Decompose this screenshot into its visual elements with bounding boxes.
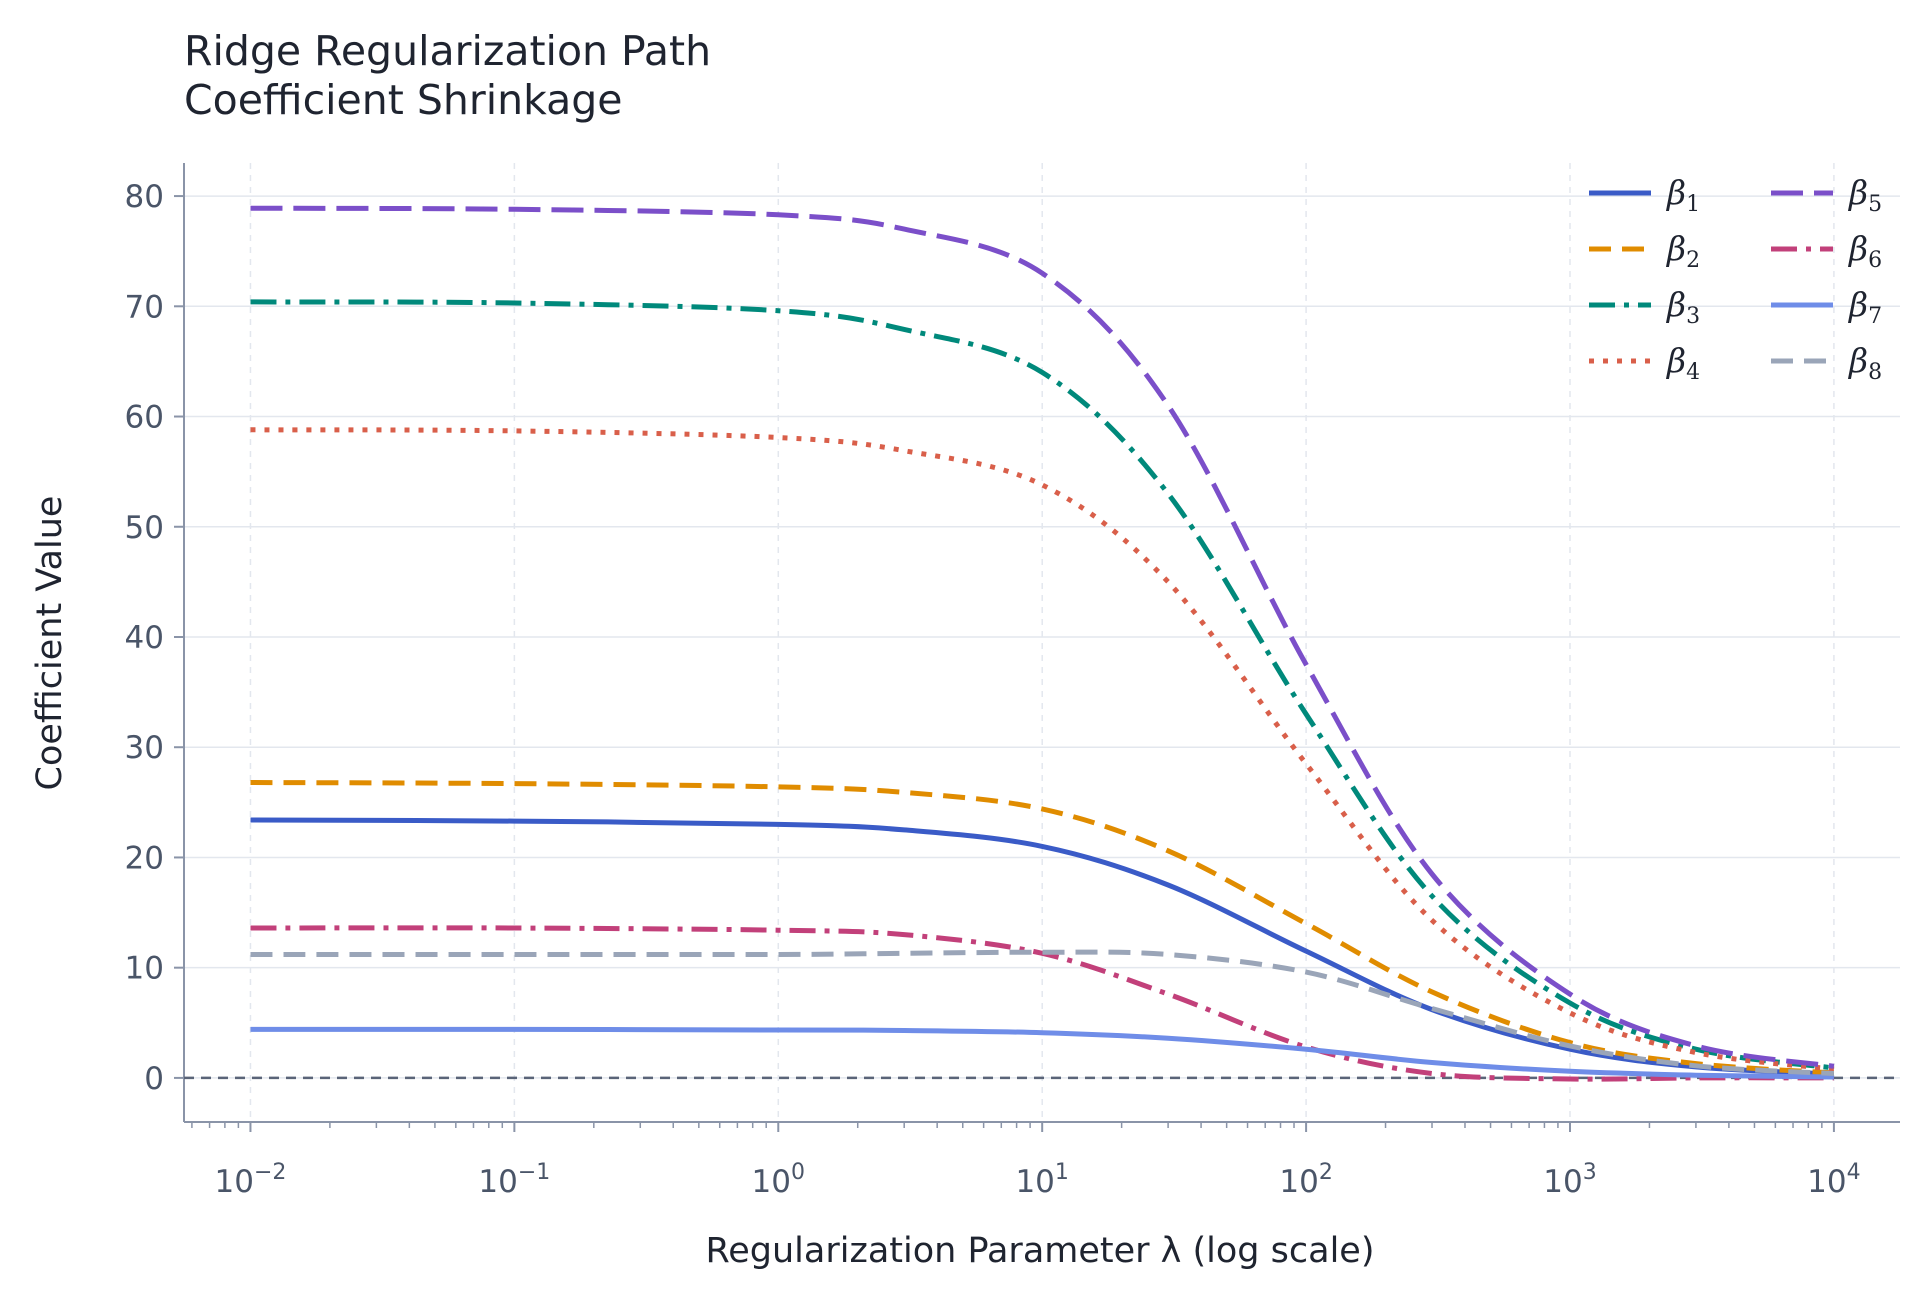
x-tick-label-0: 10−2 [215,1160,287,1200]
y-tick-label-3: 30 [125,730,164,766]
chart-title: Ridge Regularization Path [184,27,711,75]
legend: β1 β2 β3 β4 β5 β6 β7 β8 [1589,173,1882,385]
legend-label-beta-6: β6 [1847,229,1882,273]
x-axis-label: Regularization Parameter λ (log scale) [706,1231,1375,1271]
legend-label-beta-1: β1 [1665,173,1700,217]
y-tick-label-8: 80 [125,179,164,215]
x-tick-label-2: 100 [752,1160,805,1200]
y-tick-label-7: 70 [125,289,164,325]
y-tick-labels: 0 10 20 30 40 50 60 70 80 [125,179,164,1097]
legend-label-beta-4: β4 [1665,341,1700,385]
y-tick-label-0: 0 [144,1061,164,1097]
series-line-beta-6 [250,925,1834,1082]
y-tick-label-5: 50 [125,510,164,546]
legend-label-beta-3: β3 [1665,285,1700,329]
y-tick-label-2: 20 [125,840,164,876]
series-line-beta-8 [250,949,1835,1076]
x-tick-label-1: 10−1 [478,1160,550,1200]
series-lines [250,205,1835,1082]
x-tick-label-6: 104 [1807,1160,1860,1200]
series-line-beta-5 [250,205,1835,1069]
y-tick-label-1: 10 [125,951,164,987]
y-axis-label: Coefficient Value [30,496,70,791]
legend-label-beta-2: β2 [1665,229,1700,273]
legend-label-beta-5: β5 [1847,173,1882,217]
series-line-beta-4 [250,427,1835,1072]
x-tick-labels: 10−2 10−1 100 101 102 103 104 [215,1160,1861,1200]
x-tick-label-4: 102 [1279,1160,1332,1200]
series-line-beta-1 [250,817,1835,1077]
series-line-beta-7 [250,1026,1834,1080]
series-line-beta-2 [250,780,1835,1076]
x-tick-label-3: 101 [1015,1160,1068,1200]
legend-label-beta-8: β8 [1847,341,1882,385]
y-tick-label-4: 40 [125,620,164,656]
legend-label-beta-7: β7 [1847,285,1882,329]
series-line-beta-3 [250,299,1835,1071]
chart-subtitle: Coefficient Shrinkage [184,76,622,124]
x-tick-label-5: 103 [1543,1160,1596,1200]
axes [174,163,1900,1132]
y-tick-label-6: 60 [125,400,164,436]
